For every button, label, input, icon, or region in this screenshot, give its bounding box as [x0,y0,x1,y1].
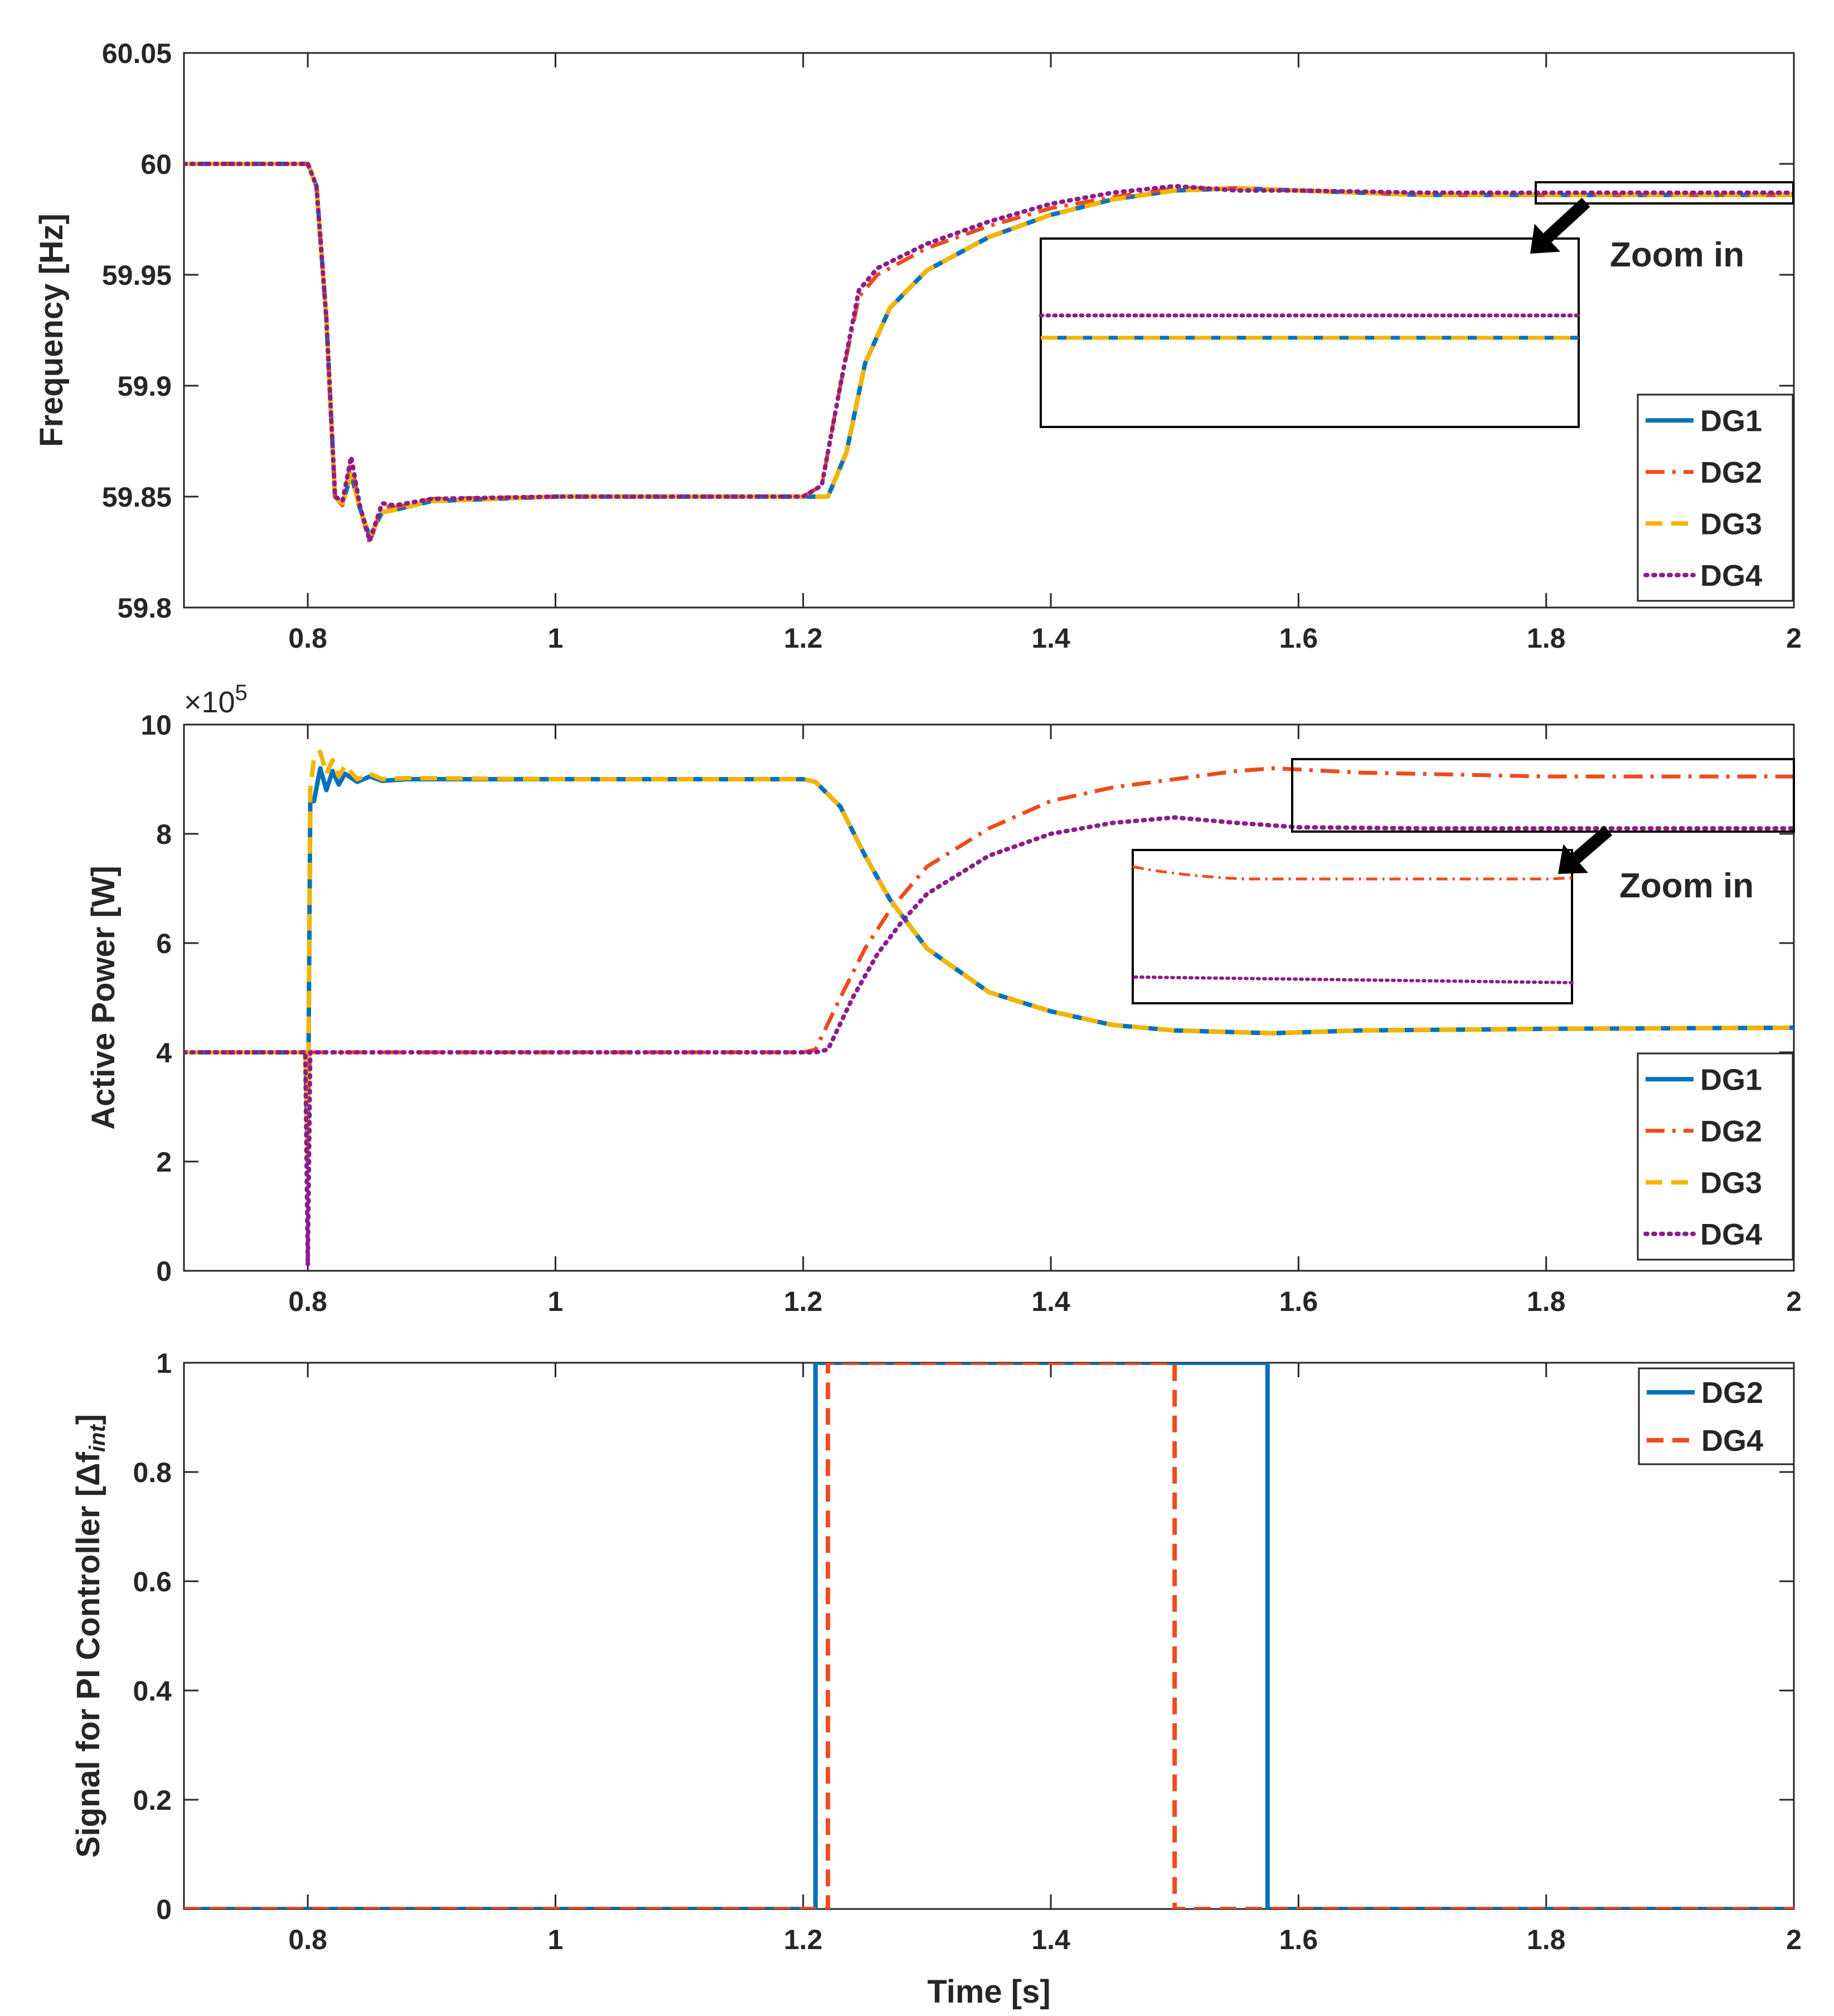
x-tick-label: 1.4 [1031,1286,1070,1317]
zoom-arrow [1543,197,1590,242]
zoom-in-annotation: Zoom in [1619,867,1754,905]
x-tick-label: 2 [1786,1924,1802,1955]
legend-label-dg2: DG2 [1700,456,1762,489]
x-tick-label: 2 [1786,1286,1802,1317]
chart-active-power: 0.8 1 1.2 1.4 1.6 1.8 2 0 2 4 6 8 10 Active Power [W]… [85,681,1802,1317]
legend-label-dg1: DG1 [1700,1063,1762,1096]
y-axis-label: Active Power [W] [85,866,122,1130]
x-tick-label: 1.8 [1527,623,1566,654]
axes-box [183,1362,1795,1910]
zoom-inset-box [1040,237,1580,428]
legend-box [1637,1052,1794,1261]
legend-label-dg1: DG1 [1700,404,1762,438]
x-tick-label: 0.8 [288,1924,327,1955]
x-tick-label: 1.6 [1279,1924,1318,1955]
y-axis-label: Signal for PI Controller [Δfint] [70,1414,110,1858]
zoom-arrow-head [1558,844,1589,874]
legend-box [1638,1367,1795,1465]
x-tick-label: 1.8 [1527,1924,1566,1955]
y-tick-label: 59.85 [102,482,172,513]
zoom-arrow-head [1530,224,1560,254]
series-line-dg4 [184,162,1794,543]
y-tick-label: 0 [156,1256,172,1287]
x-tick-label: 1 [548,1286,564,1317]
x-tick-label: 1.6 [1279,1286,1318,1317]
x-tick-label: 1.4 [1031,1924,1070,1955]
legend: DG1 DG2 DG3 DG4 [1637,1052,1794,1261]
x-tick-label: 1.2 [784,1286,823,1317]
y-tick-label: 6 [156,928,172,959]
y-tick-label: 10 [140,710,172,741]
inset-line-dg2 [1132,865,1573,881]
y-tick-label: 59.95 [102,260,172,291]
y-tick-label: 60 [140,149,172,180]
y-tick-label: 4 [156,1037,172,1068]
zoom-arrow [1571,825,1613,863]
series-group [184,750,1794,1268]
legend-box [1637,394,1794,602]
x-tick-label: 1.4 [1031,623,1070,654]
zoom-region-marker [1535,181,1794,205]
series-line-dg3 [184,750,1794,1164]
y-tick-label: 0 [156,1894,172,1925]
x-tick-label: 0.8 [288,1286,327,1317]
y-tick-label: 2 [156,1147,172,1178]
zoom-in-annotation: Zoom in [1610,236,1744,274]
chart-frequency: 0.8 1 1.2 1.4 1.6 1.8 2 59.8 59.85 59.9 59.95 60 60.… [33,38,1802,654]
legend-label-dg3: DG3 [1700,507,1762,541]
series-line-dg4 [184,815,1794,1268]
x-tick-label: 2 [1786,623,1802,654]
legend-label-dg2: DG2 [1701,1376,1763,1410]
x-tick-label: 1.8 [1527,1286,1566,1317]
inset-line-dg4 [1133,975,1574,984]
x-tick-label: 1 [548,1924,564,1955]
y-tick-label: 0.4 [133,1675,172,1707]
x-tick-label: 1.2 [784,1924,823,1955]
chart-pi-signal: 0.8 1 1.2 1.4 1.6 1.8 2 0 0.2 0.4 0.6 0.8 1 Signal fo… [70,1348,1802,2010]
y-tick-label: 8 [156,819,172,850]
zoom-inset [1039,237,1581,428]
y-tick-label: 1 [156,1348,172,1379]
legend-label-dg4: DG4 [1701,1424,1763,1458]
y-tick-label: 0.2 [133,1785,172,1816]
y-tick-label: 59.9 [118,371,172,402]
y-axis-label: Frequency [Hz] [33,213,70,447]
legend-label-dg2: DG2 [1700,1115,1762,1148]
y-tick-label: 0.6 [133,1566,172,1597]
y-tick-label: 0.8 [133,1457,172,1488]
series-group [184,162,1794,546]
x-tick-label: 1.2 [784,623,823,654]
x-tick-label: 1.6 [1279,623,1318,654]
legend-label-dg4: DG4 [1700,559,1762,592]
x-tick-label: 0.8 [288,623,327,654]
y-tick-label: 60.05 [102,38,172,69]
zoom-region-marker [1291,758,1795,833]
x-tick-label: 1 [548,623,564,654]
legend-label-dg4: DG4 [1700,1218,1762,1251]
legend: DG1 DG2 DG3 DG4 [1637,394,1794,602]
x-axis-label: Time [s] [927,1974,1050,2010]
legend-label-dg3: DG3 [1700,1166,1762,1199]
axis-multiplier: ×105 [184,681,248,719]
y-tick-label: 59.8 [118,592,172,624]
zoom-inset [1132,849,1574,1004]
